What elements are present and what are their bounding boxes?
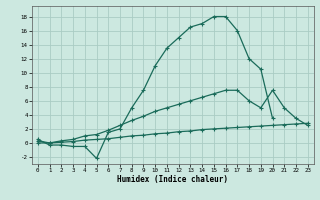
X-axis label: Humidex (Indice chaleur): Humidex (Indice chaleur) xyxy=(117,175,228,184)
